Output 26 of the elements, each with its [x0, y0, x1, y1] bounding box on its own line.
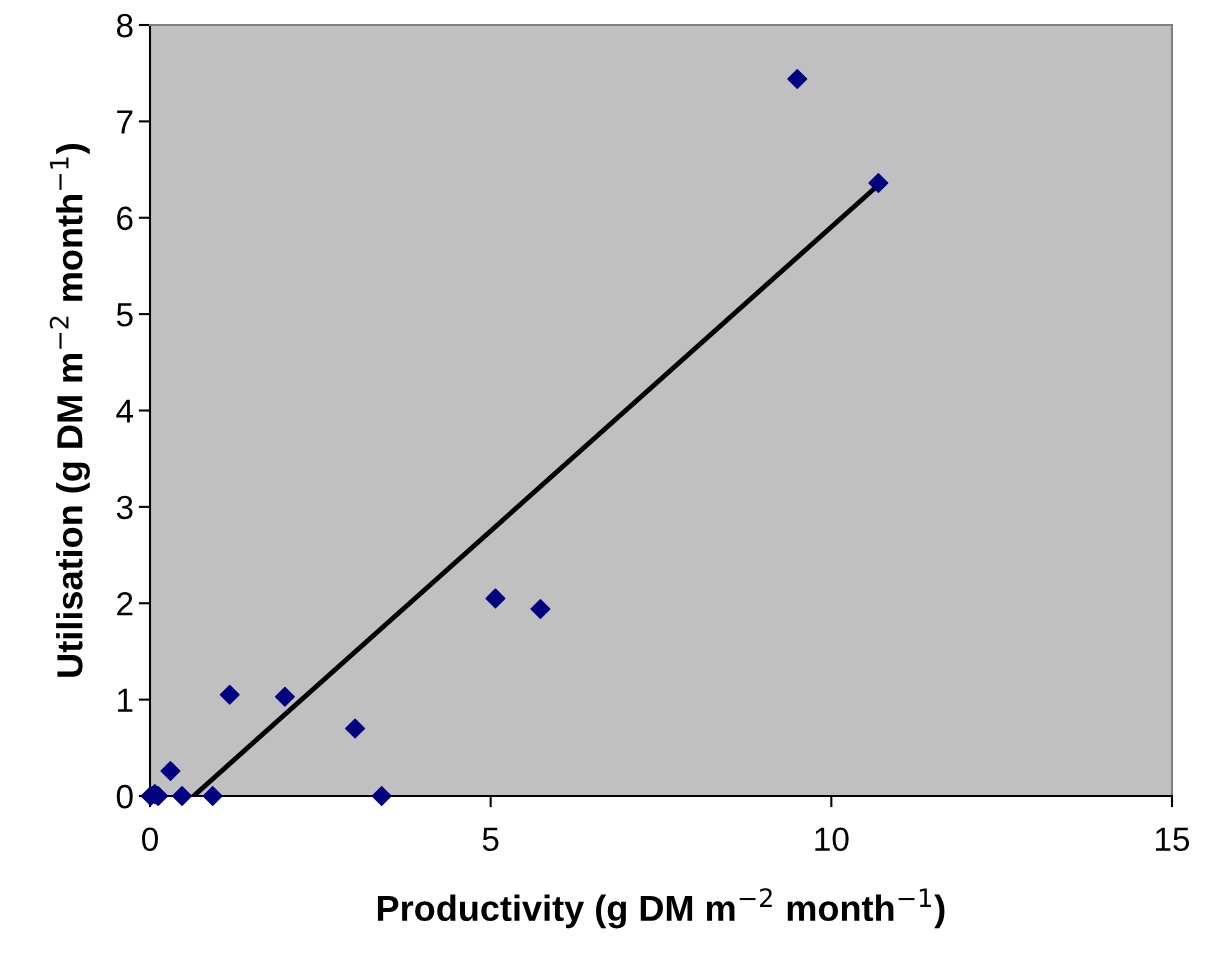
point: [485, 588, 506, 609]
point: [202, 785, 223, 807]
y-tick-label: 6: [117, 206, 133, 231]
y-tick-label: 0: [116, 784, 133, 809]
y-tick-label: 7: [117, 110, 133, 134]
point: [219, 684, 240, 705]
x-tick-label: 0: [142, 827, 158, 852]
x-tick-label: 5: [482, 827, 499, 852]
y-tick-label: 8: [116, 13, 133, 38]
x-tick-label: 10: [815, 827, 849, 852]
point: [274, 686, 295, 707]
y-tick-label: 4: [116, 399, 134, 423]
x-tick-label: 15: [1156, 827, 1190, 852]
point: [172, 785, 193, 807]
y-tick-label: 5: [116, 303, 133, 327]
point: [371, 785, 392, 807]
point: [787, 68, 808, 89]
point: [160, 760, 181, 781]
y-tick-label: 2: [117, 592, 133, 616]
point: [345, 718, 366, 739]
y-axis-title: Utilisation (g DM m$^{−2}$ month$^{−1}$): [49, 144, 90, 677]
x-axis-title: Productivity (g DM m$^{−2}$ month$^{−1}$): [377, 888, 945, 929]
y-tick-label: 1: [118, 688, 133, 712]
point: [530, 599, 551, 620]
point: [868, 173, 889, 194]
y-tick-label: 3: [116, 495, 133, 520]
